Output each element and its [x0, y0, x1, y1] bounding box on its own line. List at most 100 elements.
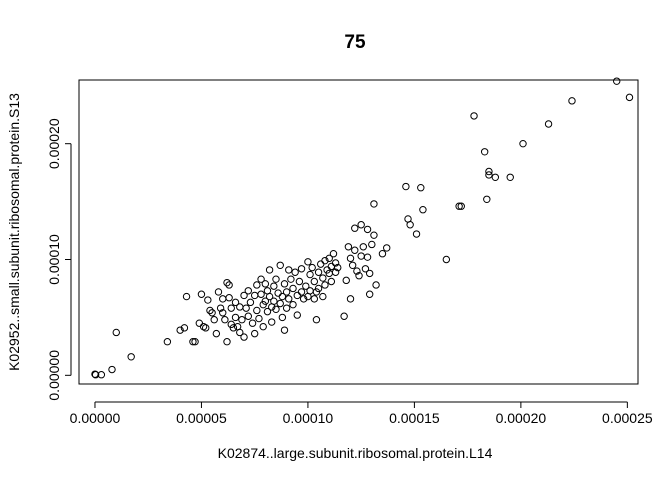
- data-point: [457, 202, 465, 210]
- data-point: [97, 371, 106, 379]
- data-point: [221, 316, 229, 324]
- data-point: [112, 328, 120, 337]
- data-point: [365, 269, 374, 278]
- data-point: [327, 262, 336, 271]
- data-point: [223, 278, 231, 287]
- data-point: [331, 259, 340, 267]
- data-point: [491, 173, 500, 181]
- data-point: [246, 298, 255, 307]
- data-point: [329, 250, 338, 258]
- data-point: [206, 306, 214, 315]
- data-point: [314, 268, 323, 276]
- data-point: [304, 258, 312, 266]
- data-point: [202, 324, 210, 332]
- data-point: [195, 319, 204, 327]
- data-point: [331, 268, 340, 276]
- data-point: [276, 261, 284, 269]
- data-point: [242, 304, 250, 312]
- data-point: [250, 329, 259, 338]
- data-point: [261, 297, 270, 305]
- data-point: [470, 112, 478, 120]
- data-point: [216, 304, 225, 312]
- data-point: [253, 306, 261, 315]
- data-point: [317, 260, 325, 268]
- data-point: [361, 265, 370, 273]
- data-point: [182, 292, 191, 301]
- data-point: [402, 182, 410, 191]
- data-point: [244, 312, 252, 320]
- x-tick-label: 0.00010: [283, 410, 334, 426]
- data-point: [293, 311, 301, 319]
- data-point: [334, 263, 342, 272]
- x-tick-label: 0.00020: [496, 410, 547, 426]
- data-point: [544, 120, 553, 128]
- data-point: [236, 303, 244, 311]
- x-axis: 0.00000 0.00005 0.00010 0.00015 0.00020 0.000…: [70, 401, 653, 426]
- data-point: [306, 287, 314, 295]
- data-point: [257, 275, 265, 283]
- data-point: [412, 230, 421, 238]
- y-tick-label: 0.00010: [46, 234, 62, 285]
- data-point: [344, 243, 353, 251]
- data-point: [219, 295, 227, 303]
- data-point: [278, 313, 287, 322]
- data-point: [485, 171, 493, 179]
- data-point: [363, 253, 372, 261]
- data-point: [236, 328, 244, 337]
- data-point: [442, 255, 451, 264]
- data-point: [308, 263, 316, 272]
- data-point: [108, 365, 116, 374]
- data-point: [261, 280, 270, 288]
- data-point: [419, 206, 427, 214]
- data-point: [342, 276, 350, 285]
- data-point: [480, 148, 489, 156]
- data-point: [327, 277, 336, 286]
- data-point: [268, 318, 276, 326]
- data-point: [231, 313, 240, 322]
- x-tick-label: 0.00000: [70, 410, 121, 426]
- data-point: [163, 338, 172, 346]
- data-point: [127, 353, 135, 361]
- data-point: [208, 309, 216, 317]
- data-point: [278, 292, 287, 301]
- data-point: [197, 290, 206, 298]
- data-point: [244, 287, 252, 295]
- data-point: [340, 312, 348, 320]
- data-point: [351, 224, 359, 232]
- data-point: [406, 221, 414, 229]
- data-point: [299, 295, 308, 303]
- data-point: [306, 270, 314, 279]
- data-point: [319, 274, 327, 282]
- data-point: [613, 77, 621, 85]
- data-point: [255, 314, 263, 323]
- data-point: [485, 167, 493, 176]
- data-point: [314, 284, 323, 293]
- data-point: [372, 281, 380, 289]
- data-point: [357, 252, 365, 260]
- x-tick-label: 0.00005: [176, 410, 227, 426]
- data-point: [359, 243, 367, 251]
- data-point: [285, 266, 293, 274]
- data-point: [223, 338, 231, 346]
- data-point: [265, 266, 274, 274]
- data-points: [91, 77, 634, 379]
- data-point: [272, 305, 280, 314]
- data-point: [191, 338, 199, 346]
- data-point: [272, 275, 280, 283]
- data-point: [282, 304, 291, 312]
- data-point: [274, 289, 282, 297]
- x-axis-label: K02874..large.subunit.ribosomal.protein.…: [218, 445, 493, 461]
- data-point: [365, 290, 374, 298]
- x-tick-label: 0.00015: [389, 410, 440, 426]
- data-point: [355, 272, 363, 280]
- plot-frame: [78, 79, 639, 385]
- data-point: [285, 295, 293, 303]
- data-point: [219, 309, 227, 317]
- data-point: [180, 324, 189, 332]
- data-point: [240, 291, 248, 300]
- data-point: [297, 265, 306, 273]
- data-point: [310, 277, 319, 286]
- data-point: [231, 298, 240, 307]
- data-point: [250, 291, 259, 300]
